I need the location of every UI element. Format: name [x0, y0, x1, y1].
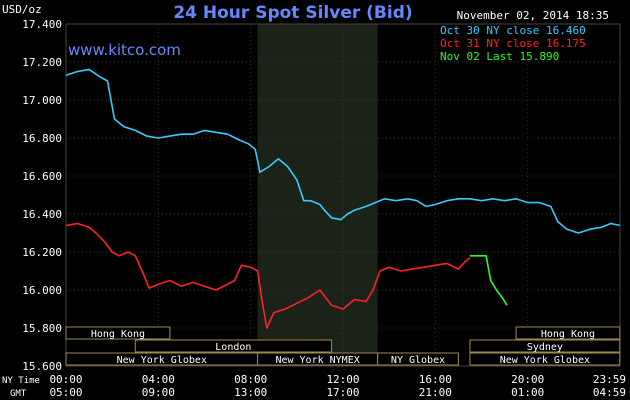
x-tick-label-ny: 00:00: [49, 373, 82, 386]
legend: Oct 30 NY close 16.460 Oct 31 NY close 1…: [440, 24, 586, 63]
x-tick-label-gmt: 04:59: [593, 386, 626, 399]
x-tick-label-ny: 20:00: [511, 373, 544, 386]
series-line-oct-31: [65, 222, 471, 329]
x-tick-label-ny: 08:00: [234, 373, 267, 386]
session-label: Hong Kong: [541, 329, 595, 340]
legend-entry-oct31: Oct 31 NY close 16.175: [440, 37, 586, 50]
gmt-label: GMT: [10, 389, 27, 399]
series-line-nov-02: [470, 255, 508, 306]
x-tick-label-gmt: 01:00: [511, 386, 544, 399]
session-label: New York Globex: [117, 355, 207, 366]
y-tick-label: 15.600: [22, 360, 62, 373]
x-tick-label-ny: 23:59: [593, 373, 626, 386]
x-tick-label-ny: 16:00: [419, 373, 452, 386]
unit-label: USD/oz: [2, 3, 42, 16]
session-box: [377, 352, 459, 366]
session-label: Hong Kong: [91, 329, 145, 340]
session-label: New York Globex: [500, 355, 590, 366]
x-tick-label-gmt: 17:00: [326, 386, 359, 399]
y-tick-label: 17.200: [22, 56, 62, 69]
session-box: [515, 326, 621, 340]
session-box: [134, 339, 332, 353]
y-tick-label: 16.400: [22, 208, 62, 221]
legend-entry-oct30: Oct 30 NY close 16.460: [440, 24, 586, 37]
session-label: Sydney: [527, 342, 563, 353]
session-label: New York NYMEX: [275, 355, 359, 366]
nymex-shaded-region: [257, 24, 378, 366]
session-label: London: [215, 342, 251, 353]
x-tick-label-gmt: 05:00: [49, 386, 82, 399]
y-tick-label: 16.200: [22, 246, 62, 259]
session-box: [469, 339, 621, 353]
x-tick-label-gmt: 09:00: [142, 386, 175, 399]
legend-entry-nov02: Nov 02 Last 15.890: [440, 50, 559, 63]
y-tick-label: 17.000: [22, 94, 62, 107]
series-line-oct-30: [65, 68, 620, 234]
y-tick-label: 16.000: [22, 284, 62, 297]
x-tick-label-ny: 04:00: [142, 373, 175, 386]
timestamp: November 02, 2014 18:35: [457, 9, 609, 22]
session-box: [469, 352, 621, 366]
y-tick-label: 17.400: [22, 18, 62, 31]
ny-time-label: NY Time: [2, 376, 40, 386]
x-tick-label-ny: 12:00: [326, 373, 359, 386]
y-tick-label: 16.600: [22, 170, 62, 183]
x-tick-label-gmt: 13:00: [234, 386, 267, 399]
site-label: www.kitco.com: [68, 41, 181, 59]
session-label: NY Globex: [391, 355, 445, 366]
chart-title: 24 Hour Spot Silver (Bid): [173, 3, 412, 23]
plot-border: [65, 23, 621, 367]
y-tick-label: 15.800: [22, 322, 62, 335]
x-tick-label-gmt: 21:00: [419, 386, 452, 399]
session-box: [65, 326, 171, 340]
y-tick-label: 16.800: [22, 132, 62, 145]
